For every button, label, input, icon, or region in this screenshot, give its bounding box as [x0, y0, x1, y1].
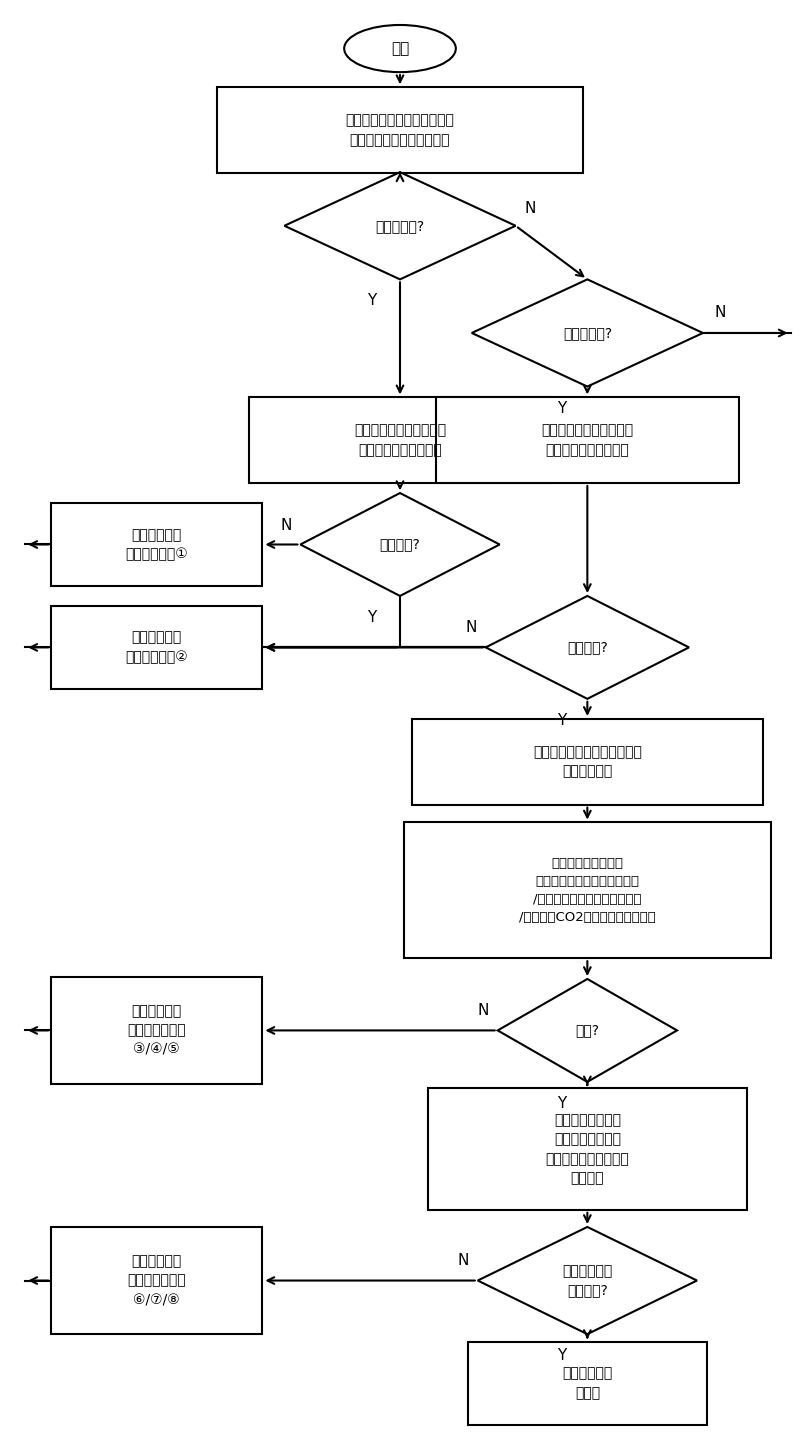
Bar [51, 503, 262, 586]
Bar [436, 397, 739, 483]
Polygon shape [486, 596, 689, 699]
Text: 开始: 开始 [391, 42, 409, 56]
Bar [51, 977, 262, 1084]
Polygon shape [300, 493, 500, 596]
Text: 数据变化趋势
是否合理?: 数据变化趋势 是否合理? [562, 1264, 613, 1297]
Text: 经过设定的延时后，
制冷时：温度值是否逐渐下降
/制热时：温度值是否逐渐上升
/通风时：CO2浓度值是否逐渐下降: 经过设定的延时后， 制冷时：温度值是否逐渐下降 /制热时：温度值是否逐渐上升 /… [519, 856, 656, 924]
Text: 发出报警信号
显示故障类型：
⑥/⑦/⑧: 发出报警信号 显示故障类型： ⑥/⑦/⑧ [127, 1254, 186, 1307]
Bar [51, 606, 262, 689]
Polygon shape [498, 979, 677, 1083]
Bar [412, 719, 762, 805]
Bar [217, 87, 583, 173]
Text: 提取电压、电流数据，分
析并判定是否正常关闭: 提取电压、电流数据，分 析并判定是否正常关闭 [354, 424, 446, 457]
Text: 发出报警信号
显示故障类型①: 发出报警信号 显示故障类型① [126, 528, 188, 561]
Polygon shape [285, 172, 515, 279]
Ellipse shape [344, 24, 456, 72]
Text: N: N [458, 1253, 469, 1267]
Text: Y: Y [367, 610, 377, 624]
Text: 在一定的时间段内
分析数据变化趋势
并与同模式下历史数据
进行比较: 在一定的时间段内 分析数据变化趋势 并与同模式下历史数据 进行比较 [546, 1113, 630, 1186]
Bar [404, 822, 770, 958]
Text: 是关闭操作?: 是关闭操作? [375, 219, 425, 233]
Text: 提取设备工作模式及参数信息
提取环境参数: 提取设备工作模式及参数信息 提取环境参数 [533, 745, 642, 779]
Bar [468, 1342, 707, 1425]
Text: Y: Y [558, 713, 566, 727]
Text: 是开启操作?: 是开启操作? [562, 326, 612, 339]
Polygon shape [478, 1227, 697, 1335]
Text: 发出报警信号
显示故障类型②: 发出报警信号 显示故障类型② [126, 630, 188, 664]
Text: N: N [478, 1002, 489, 1018]
Text: N: N [466, 620, 477, 634]
Bar [51, 1227, 262, 1335]
Text: N: N [280, 518, 292, 533]
Text: Y: Y [367, 294, 377, 308]
Text: 提取电压、电流数据，分
析、判定是否正常开启: 提取电压、电流数据，分 析、判定是否正常开启 [542, 424, 634, 457]
Text: 正常关闭?: 正常关闭? [380, 537, 420, 551]
Text: N: N [714, 305, 726, 321]
Text: 设备正常工作
无故障: 设备正常工作 无故障 [562, 1366, 613, 1400]
Text: Y: Y [558, 1348, 566, 1363]
Text: N: N [524, 200, 536, 216]
Text: Y: Y [558, 1095, 566, 1111]
Text: 提取数据库中的操作事项信息
判断是否对设备进行了操作: 提取数据库中的操作事项信息 判断是否对设备进行了操作 [346, 113, 454, 146]
Text: 若是?: 若是? [575, 1024, 599, 1037]
Bar [249, 397, 551, 483]
Polygon shape [472, 279, 703, 387]
Bar [428, 1088, 746, 1210]
Text: 正常开启?: 正常开启? [567, 640, 608, 654]
Text: Y: Y [558, 401, 566, 415]
Text: 发出报警信号
显示故障类型：
③/④/⑤: 发出报警信号 显示故障类型： ③/④/⑤ [127, 1004, 186, 1057]
